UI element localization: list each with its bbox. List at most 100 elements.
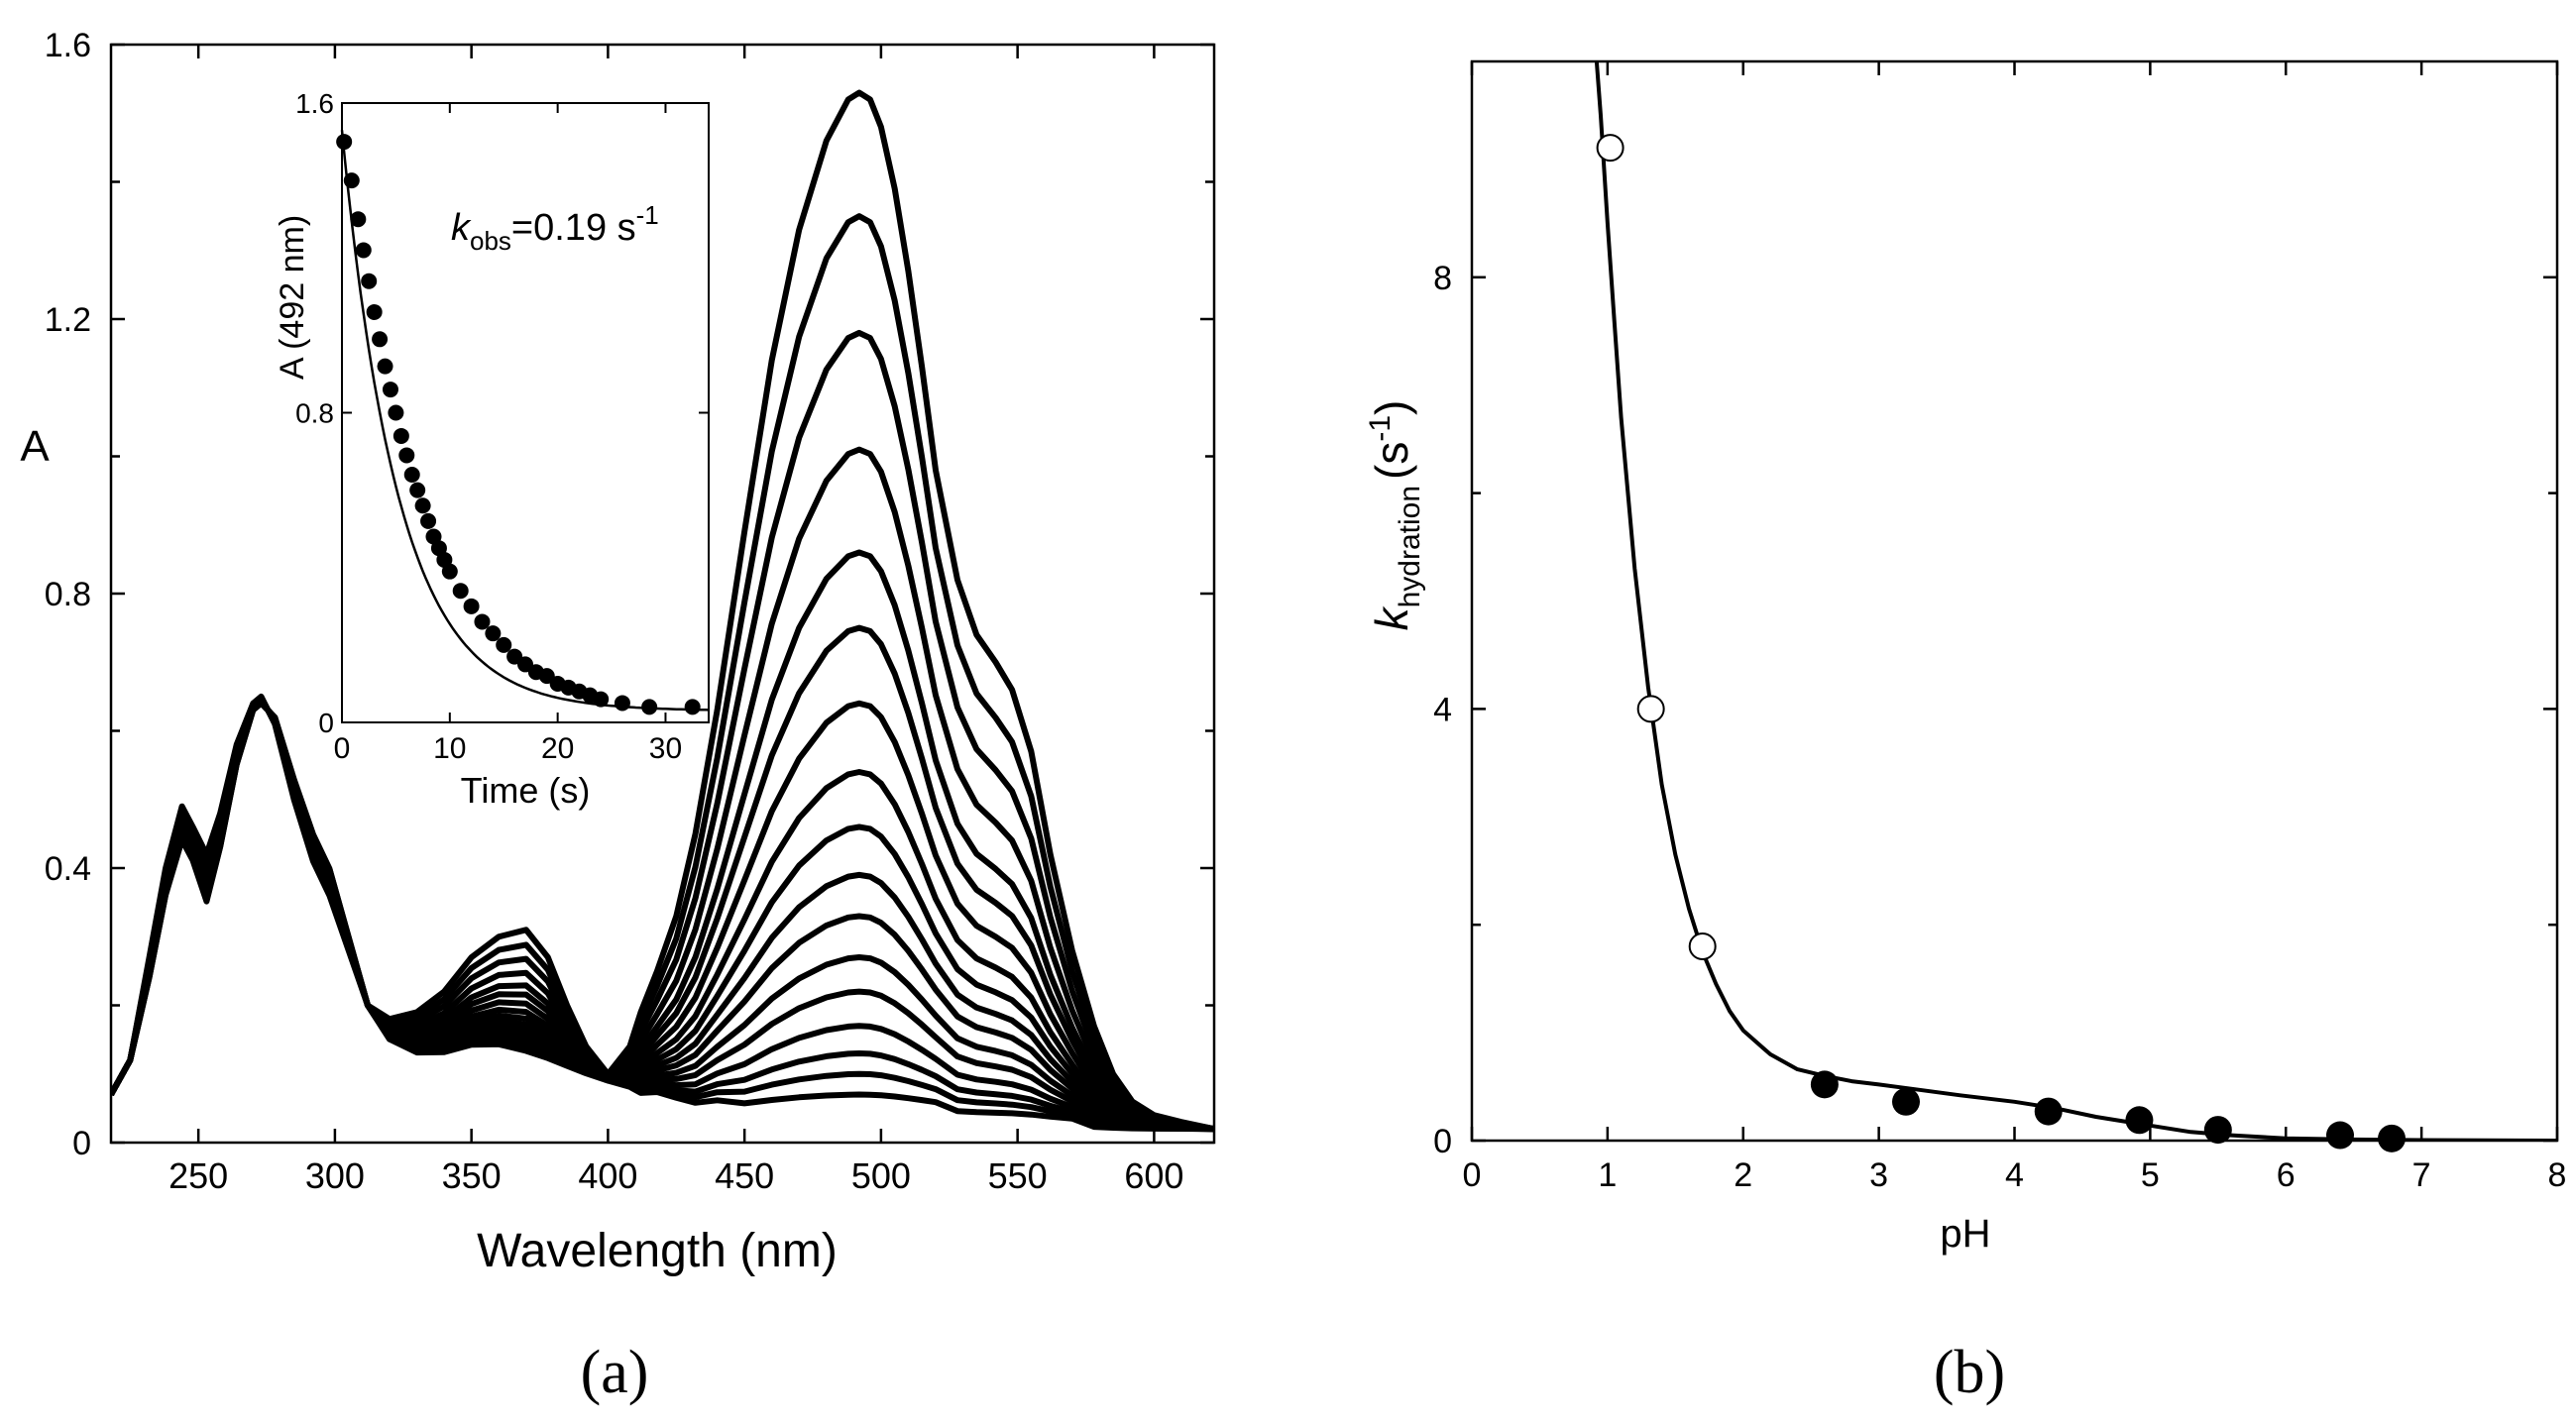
inset-data-point xyxy=(485,625,502,642)
inset-chart: 0 10 20 30 0 0.8 1.6 Time (s) A (492 nm) kobs… xyxy=(274,88,710,811)
inset-data-point xyxy=(496,636,512,653)
y-label-unit-sup: -1 xyxy=(1364,415,1397,442)
b-x-tick-label: 5 xyxy=(2141,1156,2160,1194)
b-x-tick-label: 6 xyxy=(2277,1156,2296,1194)
open-data-point xyxy=(1688,932,1717,960)
inset-ticks xyxy=(341,102,709,723)
y-label-subscript: hydration xyxy=(1394,486,1426,607)
inset-data-point xyxy=(474,613,491,630)
kobs-symbol: k xyxy=(451,207,472,249)
open-data-point xyxy=(1636,695,1665,723)
panel-a-ticks xyxy=(111,43,1214,1145)
panel-b-chart: 0 1 2 3 4 5 6 7 8 0 4 8 pH khydration (s-1) (b) xyxy=(1364,59,2567,1406)
spectrum-line xyxy=(111,700,1214,1133)
y-tick-label: 1.2 xyxy=(45,301,91,339)
inset-data-point xyxy=(420,512,437,529)
inset-x-tick-label: 10 xyxy=(433,732,466,765)
inset-y-tick-label: 0.8 xyxy=(295,398,334,429)
kobs-superscript: -1 xyxy=(636,200,659,230)
panel-b-ticks xyxy=(1470,61,2559,1143)
panel-a-x-axis-label: Wavelength (nm) xyxy=(477,1225,838,1277)
filled-data-point xyxy=(2034,1097,2063,1126)
filled-data-point xyxy=(2125,1106,2154,1135)
panel-a-y-tick-labels: 0 0.4 0.8 1.2 1.6 xyxy=(45,27,91,1162)
y-tick-label: 1.6 xyxy=(45,27,91,64)
x-tick-label: 450 xyxy=(715,1155,774,1196)
x-tick-label: 400 xyxy=(578,1155,637,1196)
panel-b-data-points xyxy=(1596,134,2407,1152)
b-x-tick-label: 1 xyxy=(1598,1156,1617,1194)
inset-data-points xyxy=(336,134,701,715)
inset-data-point xyxy=(414,497,431,514)
fit-curve xyxy=(1594,61,2557,1141)
kobs-subscript: obs xyxy=(470,226,511,256)
inset-x-tick-label: 0 xyxy=(334,732,351,765)
inset-x-tick-label: 30 xyxy=(649,732,682,765)
inset-data-point xyxy=(403,467,420,483)
inset-data-point xyxy=(336,134,353,151)
panel-b-x-axis-label: pH xyxy=(1940,1212,1990,1256)
filled-data-point xyxy=(2203,1116,2232,1145)
y-tick-label: 0.4 xyxy=(45,850,91,888)
b-x-tick-label: 0 xyxy=(1463,1156,1482,1194)
filled-data-point xyxy=(1892,1087,1920,1116)
x-tick-label: 550 xyxy=(988,1155,1048,1196)
kobs-value: =0.19 s xyxy=(511,207,636,249)
x-tick-label: 250 xyxy=(168,1155,228,1196)
panel-a-x-tick-labels: 250 300 350 400 450 500 550 600 xyxy=(168,1155,1183,1196)
inset-x-tick-label: 20 xyxy=(541,732,574,765)
b-x-tick-label: 4 xyxy=(2005,1156,2024,1194)
panel-b-y-tick-labels: 0 4 8 xyxy=(1433,260,1452,1160)
inset-data-point xyxy=(398,447,415,464)
panel-b-fit-curve-group xyxy=(1594,61,2557,1141)
y-label-unit-close: ) xyxy=(1366,400,1417,415)
inset-data-point xyxy=(392,427,409,444)
b-x-tick-label: 2 xyxy=(1734,1156,1752,1194)
b-x-tick-label: 3 xyxy=(1869,1156,1888,1194)
y-label-unit: (s xyxy=(1366,442,1417,480)
open-data-point xyxy=(1596,134,1624,163)
inset-data-point xyxy=(593,691,610,708)
inset-data-point xyxy=(361,273,378,289)
panel-a-chart: 250 300 350 400 450 500 550 600 00.40.81.21.6 W… xyxy=(20,27,1216,1406)
inset-data-point xyxy=(366,303,383,320)
inset-y-tick-labels: 0 0.8 1.6 xyxy=(295,88,334,738)
x-tick-label: 350 xyxy=(442,1155,502,1196)
b-y-tick-label: 4 xyxy=(1433,691,1452,728)
filled-data-point xyxy=(1810,1070,1839,1099)
inset-x-axis-label: Time (s) xyxy=(461,770,591,811)
panel-a-spectra xyxy=(111,89,1214,1133)
inset-data-point xyxy=(388,404,404,421)
inset-data-point xyxy=(355,242,372,259)
x-tick-label: 500 xyxy=(851,1155,911,1196)
panel-a-label: (a) xyxy=(581,1339,649,1406)
y-label-k: k xyxy=(1366,605,1417,630)
filled-data-point xyxy=(2326,1121,2354,1150)
inset-data-point xyxy=(463,598,480,614)
b-x-tick-label: 8 xyxy=(2548,1156,2567,1194)
inset-y-axis-label: A (492 nm) xyxy=(274,215,311,380)
inset-x-tick-labels: 0 10 20 30 xyxy=(334,732,683,765)
b-x-tick-label: 7 xyxy=(2412,1156,2431,1194)
x-tick-label: 600 xyxy=(1124,1155,1183,1196)
b-y-tick-label: 0 xyxy=(1433,1123,1452,1160)
panel-b-x-tick-labels: 0 1 2 3 4 5 6 7 8 xyxy=(1463,1156,2567,1194)
inset-data-point xyxy=(441,563,458,580)
inset-data-point xyxy=(684,699,701,715)
panel-a-y-axis-label: A xyxy=(20,422,50,471)
inset-data-point xyxy=(377,358,393,375)
b-y-tick-label: 8 xyxy=(1433,260,1452,297)
x-tick-label: 300 xyxy=(305,1155,365,1196)
panel-b-y-axis-label: khydration (s-1) xyxy=(1364,400,1426,631)
inset-y-tick-label: 0 xyxy=(318,708,334,738)
y-tick-label: 0.8 xyxy=(45,576,91,613)
inset-data-point xyxy=(409,482,426,498)
inset-data-point xyxy=(372,331,389,348)
y-tick-label: 0 xyxy=(72,1125,91,1162)
inset-data-point xyxy=(343,172,360,189)
inset-data-point xyxy=(614,695,630,712)
panel-b-label: (b) xyxy=(1934,1339,2005,1406)
inset-data-point xyxy=(641,699,658,715)
inset-data-point xyxy=(452,583,469,600)
